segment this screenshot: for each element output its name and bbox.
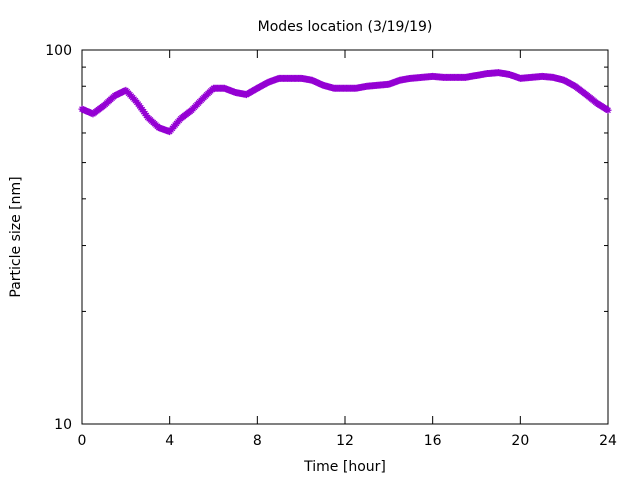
series-line bbox=[81, 71, 609, 134]
series-group bbox=[78, 69, 612, 136]
y-tick-label: 10 bbox=[54, 417, 72, 433]
x-tick-label: 8 bbox=[253, 433, 262, 449]
x-tick-label: 12 bbox=[336, 433, 354, 449]
chart-title: Modes location (3/19/19) bbox=[258, 19, 433, 35]
axis-tick-labels: 0 4 8 12 16 20 24 10 100 bbox=[45, 43, 617, 449]
y-tick-label: 100 bbox=[45, 43, 72, 59]
x-tick-label: 4 bbox=[165, 433, 174, 449]
x-tick-label: 0 bbox=[78, 433, 87, 449]
x-axis-label: Time [hour] bbox=[303, 459, 386, 475]
data-point-marker bbox=[604, 106, 612, 114]
axis-ticks bbox=[81, 49, 609, 425]
x-tick-label: 24 bbox=[599, 433, 617, 449]
plot-frame bbox=[81, 49, 609, 425]
y-axis-label: Particle size [nm] bbox=[8, 176, 24, 297]
x-tick-label: 20 bbox=[511, 433, 529, 449]
x-tick-label: 16 bbox=[424, 433, 442, 449]
